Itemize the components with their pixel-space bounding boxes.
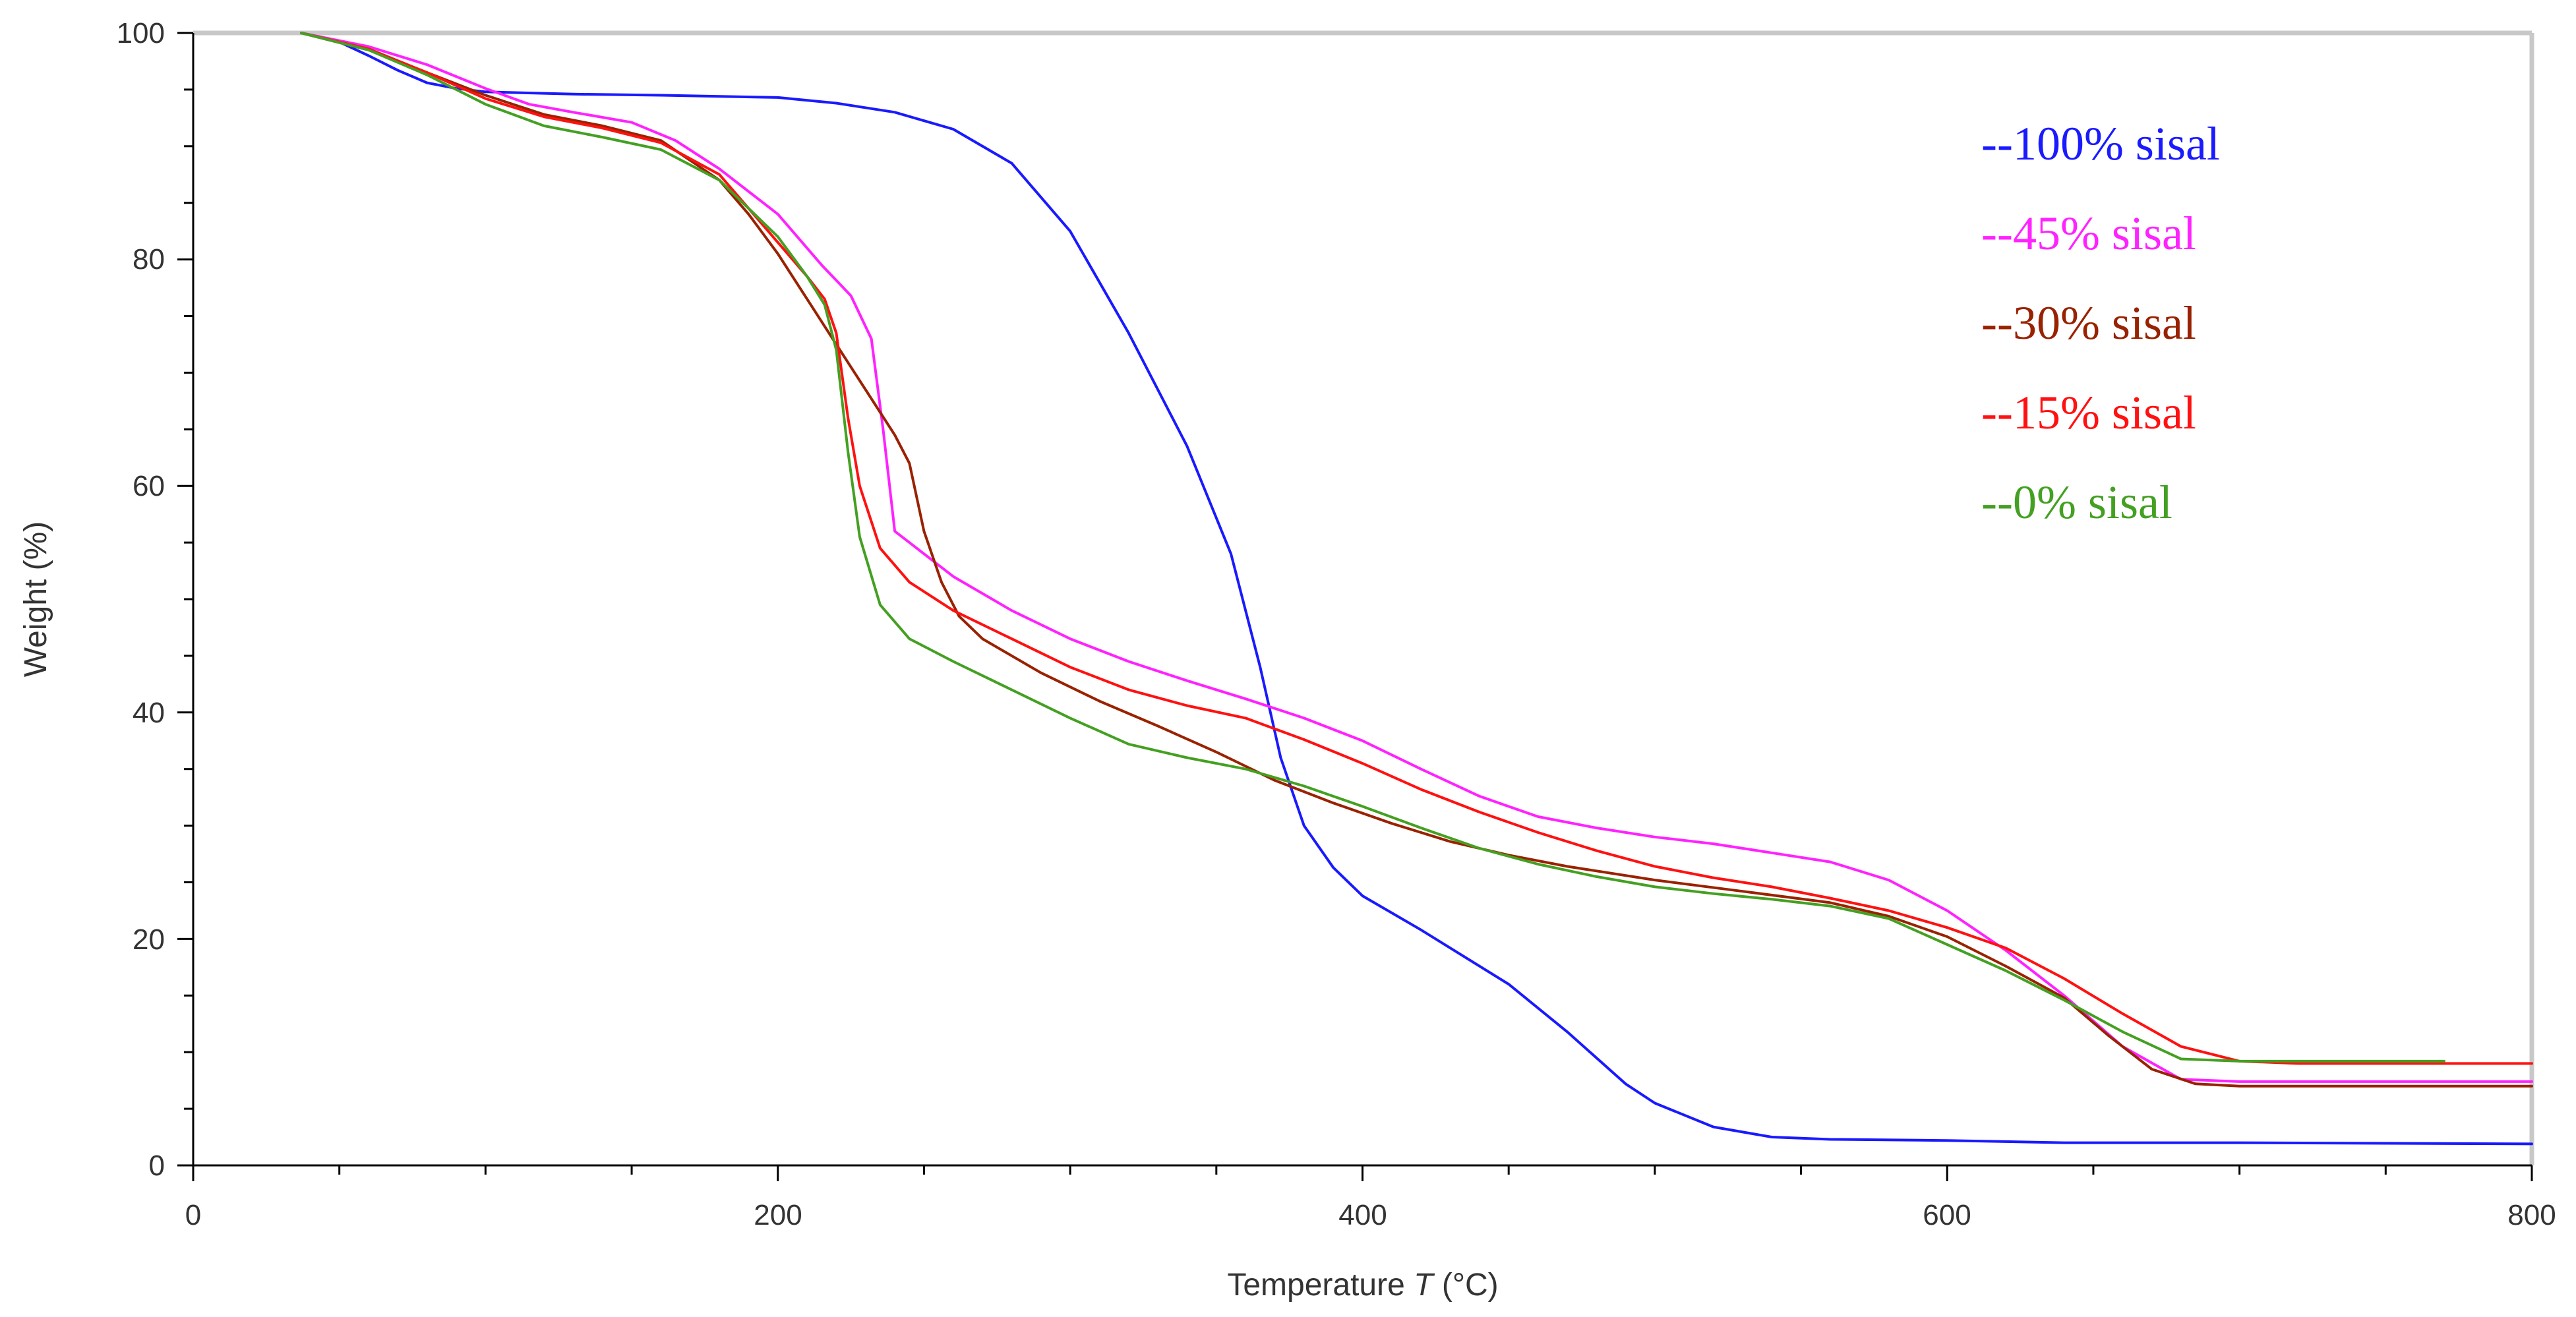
x-tick-label: 600	[1923, 1199, 1971, 1231]
x-axis-title-unit: (°C)	[1442, 1268, 1499, 1302]
x-tick-label: 200	[754, 1199, 802, 1231]
y-tick-label: 40	[133, 697, 165, 729]
series-lines	[300, 32, 2533, 1146]
series-line-100-sisal	[300, 32, 2533, 1146]
legend: --100% sisal --45% sisal --30% sisal --1…	[1981, 117, 2220, 529]
y-tick-label: 20	[133, 923, 165, 956]
x-tick-label: 400	[1338, 1199, 1387, 1231]
series-line-30-sisal	[300, 32, 2533, 1088]
y-tick-label: 60	[133, 470, 165, 502]
x-axis-ticks	[192, 1165, 2533, 1181]
legend-item-45-sisal: --45% sisal	[1981, 207, 2196, 260]
plot-frame	[192, 30, 2534, 1167]
legend-item-0-sisal: --0% sisal	[1981, 476, 2172, 529]
legend-item-30-sisal: --30% sisal	[1981, 297, 2196, 349]
series-line-45-sisal	[300, 32, 2533, 1083]
legend-item-15-sisal: --15% sisal	[1981, 386, 2196, 439]
x-tick-label: 800	[2507, 1199, 2556, 1231]
y-tick-label: 0	[149, 1150, 165, 1182]
series-line-0-sisal	[300, 32, 2445, 1063]
y-tick-label: 100	[117, 17, 165, 49]
y-axis-ticks	[177, 32, 193, 1167]
y-tick-label: 80	[133, 243, 165, 276]
x-tick-label: 0	[185, 1199, 201, 1231]
x-tick-labels: 0 200 400 600 800	[185, 1199, 2556, 1231]
x-axis-title: Temperature T (°C)	[1227, 1268, 1498, 1302]
x-axis-title-text: Temperature	[1227, 1268, 1404, 1302]
y-axis-title: Weight (%)	[18, 521, 53, 678]
legend-item-100-sisal: --100% sisal	[1981, 117, 2220, 170]
x-axis-title-symbol: T	[1414, 1268, 1435, 1302]
series-line-15-sisal	[300, 32, 2533, 1065]
y-tick-labels: 0 20 40 60 80 100	[117, 17, 165, 1182]
